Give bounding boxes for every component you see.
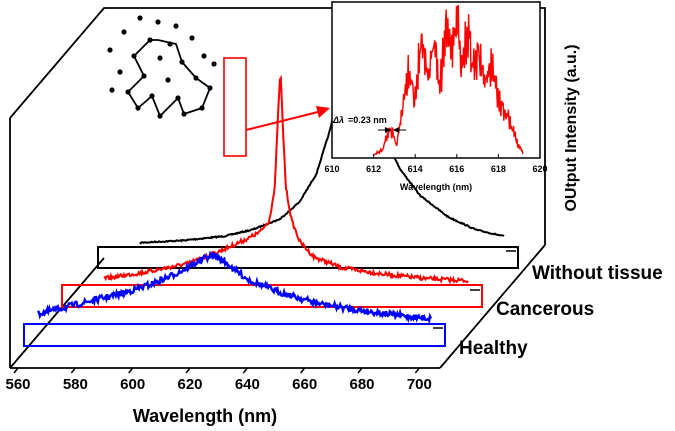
zoom-box (223, 57, 247, 157)
inset-x-tick-label: 610 (324, 164, 339, 174)
floor-left-edge (9, 257, 105, 369)
x-tick-label: 660 (292, 376, 317, 393)
plot-frame (9, 7, 546, 369)
linewidth-annotation: Δλ =0.23 nm (332, 115, 406, 133)
inset-series-line (373, 5, 524, 156)
series-label-cancerous: Cancerous (496, 299, 594, 320)
delta-lambda-symbol: Δλ (332, 115, 344, 125)
series-label-without-tissue: Without tissue (532, 263, 663, 284)
x-tick-mark (414, 367, 420, 374)
y-axis-title: OUtput Intensity (a.u.) (563, 44, 580, 211)
inset-x-tick-labels: 610 612 614 616 618 620 (324, 164, 547, 174)
x-tick-mark (13, 367, 19, 374)
lattice-dot (173, 23, 179, 29)
delta-lambda-value: =0.23 nm (348, 115, 387, 125)
x-axis-title: Wavelength (nm) (133, 406, 277, 426)
lattice-dot (165, 77, 171, 83)
inset-x-tick-label: 614 (408, 164, 423, 174)
label-leader-marks (433, 250, 516, 329)
inset-frame (331, 1, 541, 159)
inset-x-tick-label: 620 (532, 164, 547, 174)
x-tick-labels: 560 580 600 620 640 660 680 700 (5, 376, 431, 393)
x-tick-mark (128, 367, 134, 374)
x-tick-mark (185, 367, 191, 374)
lattice-dot (137, 15, 143, 21)
x-tick-marks (13, 367, 420, 374)
x-tick-label: 700 (407, 376, 432, 393)
lattice-dot (155, 19, 161, 25)
x-tick-label: 680 (349, 376, 374, 393)
series-label-healthy: Healthy (459, 338, 528, 359)
series-line-cancerous (103, 74, 469, 285)
inset-x-tick-label: 612 (366, 164, 381, 174)
x-tick-label: 620 (177, 376, 202, 393)
x-tick-mark (300, 367, 306, 374)
inset-x-tick-marks (331, 154, 541, 158)
inset-chart: 610 612 614 616 618 620 Wavelength (nm) Δλ =0… (324, 1, 548, 192)
inset-x-axis-title: Wavelength (nm) (400, 182, 472, 192)
inset-x-tick-label: 616 (449, 164, 464, 174)
x-tick-mark (70, 367, 76, 374)
lattice-dot (211, 61, 217, 67)
lattice-path (126, 39, 212, 118)
zoom-arrow (245, 106, 330, 131)
x-tick-label: 640 (235, 376, 260, 393)
lane-base-without-tissue (97, 246, 519, 269)
lattice-dot (189, 35, 195, 41)
lattice-diagram (107, 15, 217, 119)
lattice-dot (201, 53, 207, 59)
lane-base-healthy (23, 323, 446, 347)
x-tick-mark (357, 367, 363, 374)
x-tick-label: 600 (120, 376, 145, 393)
back-wall (9, 7, 546, 245)
lattice-dot (121, 29, 127, 35)
x-tick-label: 560 (5, 376, 30, 393)
x-tick-label: 580 (63, 376, 88, 393)
series-line-healthy (36, 250, 433, 325)
lattice-dot (109, 87, 115, 93)
floor-right-edge (439, 244, 546, 369)
series-line-without-tissue (139, 30, 505, 245)
x-tick-mark (242, 367, 248, 374)
lattice-dot (117, 69, 123, 75)
inset-x-tick-label: 618 (491, 164, 506, 174)
lattice-dot (107, 47, 113, 53)
lattice-dot (157, 55, 163, 61)
lane-base-cancerous (61, 284, 483, 308)
